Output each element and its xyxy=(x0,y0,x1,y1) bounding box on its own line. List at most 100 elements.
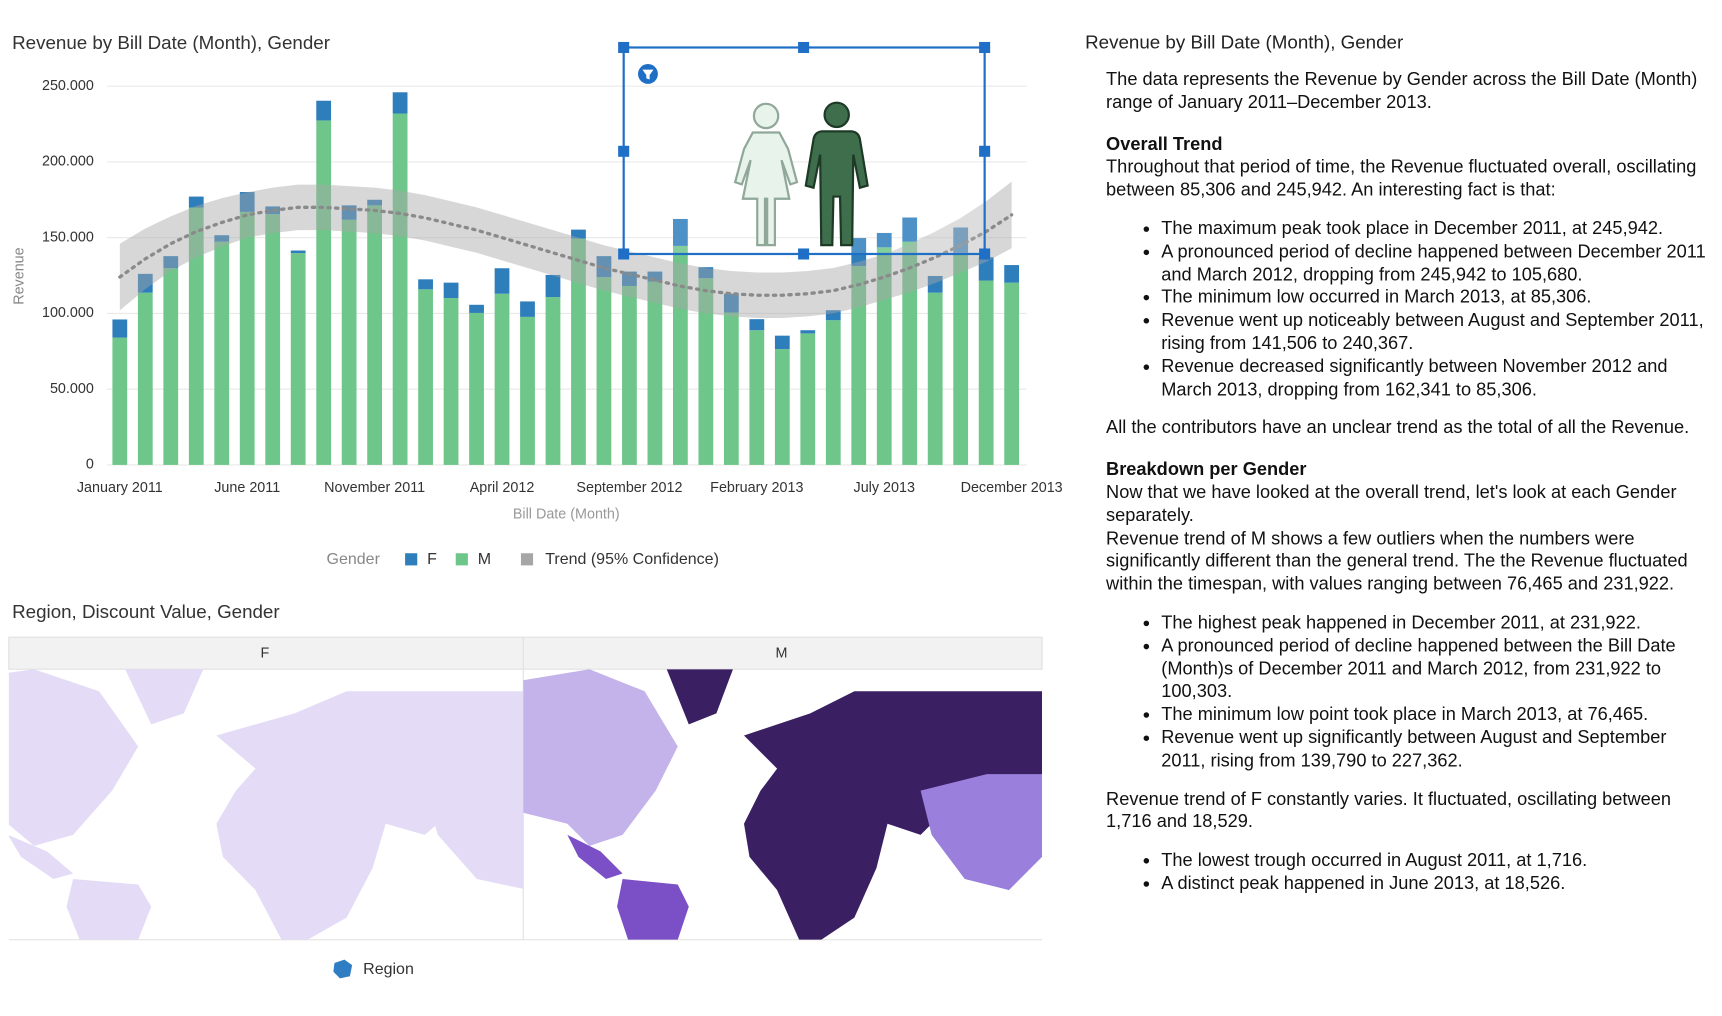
paragraph: All the contributors have an unclear tre… xyxy=(1106,417,1690,438)
bar-segment xyxy=(698,278,714,465)
legend-label: F xyxy=(427,551,437,568)
filter-icon[interactable] xyxy=(638,64,658,84)
bar-segment xyxy=(800,333,816,465)
bar-segment xyxy=(520,301,535,317)
bullet-list: The maximum peak took place in December … xyxy=(1106,218,1708,402)
bar-segment xyxy=(188,196,204,208)
bar-segment xyxy=(265,214,281,465)
bullet: A distinct peak happened in June 2013, a… xyxy=(1161,872,1707,895)
bullet-list: The highest peak happened in December 20… xyxy=(1106,612,1708,773)
bar-segment xyxy=(290,253,306,465)
bar-segment xyxy=(392,113,408,465)
bar-segment xyxy=(927,292,943,465)
legend-label: Trend (95% Confidence) xyxy=(545,551,719,568)
x-axis-title: Bill Date (Month) xyxy=(513,506,620,522)
legend-swatch xyxy=(455,553,468,566)
bullet: Revenue went up significantly between Au… xyxy=(1161,727,1707,773)
bar-segment xyxy=(367,199,383,206)
bar-segment xyxy=(188,207,204,465)
x-tick-label: November 2011 xyxy=(324,480,425,496)
bar-segment xyxy=(596,256,612,278)
x-tick-label: February 2013 xyxy=(710,480,803,496)
selection-box[interactable] xyxy=(622,46,986,256)
y-tick-label: 150.000 xyxy=(42,229,94,245)
map-m[interactable] xyxy=(523,669,1043,940)
paragraph: Throughout that period of time, the Reve… xyxy=(1106,157,1697,201)
bar-segment xyxy=(418,279,433,290)
bar-segment xyxy=(443,298,459,465)
bar-segment xyxy=(545,297,561,465)
bar-segment xyxy=(545,274,561,298)
bar-segment xyxy=(851,238,867,267)
bar-segment xyxy=(469,312,484,465)
bar-segment xyxy=(520,316,535,465)
bar-segment xyxy=(698,267,714,279)
bullet: The highest peak happened in December 20… xyxy=(1161,612,1707,635)
bar-segment xyxy=(137,292,153,465)
bar-segment xyxy=(723,293,739,313)
map-legend-swatch xyxy=(333,959,353,979)
bar-segment xyxy=(647,281,663,465)
bar-segment xyxy=(876,232,892,248)
bar-segment xyxy=(316,120,332,465)
map-legend-label: Region xyxy=(363,961,414,978)
bar-segment xyxy=(494,293,510,465)
bar-segment xyxy=(876,247,892,465)
x-tick-label: December 2013 xyxy=(961,480,1063,496)
legend-label: M xyxy=(478,551,491,568)
bar-segment xyxy=(494,268,510,294)
bar-segment xyxy=(239,192,255,212)
y-tick-label: 200.000 xyxy=(42,154,94,170)
map-title: Region, Discount Value, Gender xyxy=(12,601,279,622)
bullet: Revenue decreased significantly between … xyxy=(1161,355,1707,401)
male-icon[interactable] xyxy=(804,101,869,247)
bar-segment xyxy=(163,256,179,269)
bar-segment xyxy=(902,241,918,465)
trend-band xyxy=(119,181,1012,318)
selection-overlay[interactable] xyxy=(618,41,991,260)
x-tick-label: July 2013 xyxy=(854,480,915,496)
bullet: The lowest trough occurred in August 201… xyxy=(1161,849,1707,872)
bar-segment xyxy=(316,100,332,121)
legend-swatch xyxy=(520,553,534,566)
bar-segment xyxy=(774,349,790,465)
bar-segment xyxy=(112,337,128,465)
paragraph: Revenue trend of F constantly varies. It… xyxy=(1106,789,1672,832)
bar-segment xyxy=(749,330,765,465)
bar-segment xyxy=(825,320,841,465)
bar-segment xyxy=(596,277,612,465)
bullet-list: The lowest trough occurred in August 201… xyxy=(1106,849,1708,895)
bar-segment xyxy=(851,266,867,465)
selection-handles[interactable] xyxy=(618,41,991,260)
map-f[interactable] xyxy=(0,669,568,940)
x-tick-label: June 2011 xyxy=(214,480,280,496)
bar-segment xyxy=(800,330,816,334)
bar-segment xyxy=(137,273,153,293)
bar-segment xyxy=(953,252,969,465)
bar-segment xyxy=(978,280,994,465)
paragraph: The data represents the Revenue by Gende… xyxy=(1106,69,1698,113)
y-axis-title: Revenue xyxy=(12,247,28,304)
narrative: The data represents the Revenue by Gende… xyxy=(1106,68,1708,989)
bar-segment xyxy=(163,268,179,465)
bar-segment xyxy=(978,257,994,281)
chart-title: Revenue by Bill Date (Month), Gender xyxy=(12,32,330,53)
bar-segment xyxy=(825,310,841,321)
bar-segment xyxy=(622,271,637,286)
bar-segment xyxy=(214,241,230,465)
bullet: Revenue went up noticeably between Augus… xyxy=(1161,309,1707,355)
facet-label: M xyxy=(776,646,788,662)
bullet: The maximum peak took place in December … xyxy=(1161,218,1707,241)
section-heading: Overall Trend xyxy=(1106,134,1223,155)
bar-segment xyxy=(571,238,586,465)
y-tick-label: 100.000 xyxy=(42,305,94,321)
legend: F M Trend (95% Confidence) xyxy=(405,551,719,568)
x-tick-label: April 2012 xyxy=(470,480,535,496)
female-icon[interactable] xyxy=(733,102,799,247)
legend-title: Gender xyxy=(327,551,381,568)
paragraph: Revenue trend of M shows a few outliers … xyxy=(1106,528,1688,595)
trend-line xyxy=(118,205,1014,297)
y-tick-label: 250.000 xyxy=(42,78,94,94)
paragraph: Now that we have looked at the overall t… xyxy=(1106,482,1677,526)
